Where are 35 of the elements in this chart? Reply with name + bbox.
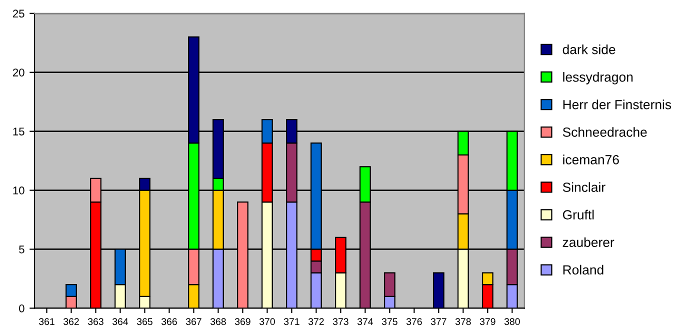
x-tick-label: 371 (284, 318, 300, 326)
x-tick-label: 375 (382, 318, 398, 326)
x-tick-label: 362 (64, 318, 79, 326)
x-tick-label: 377 (430, 318, 446, 326)
x-tick-label: 372 (308, 318, 324, 326)
legend-label: lessydragon (563, 72, 633, 84)
legend-label: Schneedrache (562, 127, 647, 137)
y-tick-label: 25 (12, 10, 24, 18)
legend-label: Roland (563, 264, 604, 275)
y-tick-label: 15 (13, 128, 24, 136)
x-tick-label: 376 (406, 318, 422, 326)
x-tick-label: 367 (186, 318, 202, 326)
x-tick-label: 364 (112, 318, 128, 326)
legend-label: zauberer (562, 237, 614, 248)
x-tick-label: 373 (332, 318, 348, 326)
x-tick-label: 380 (504, 318, 520, 326)
x-tick-label: 378 (455, 318, 471, 326)
x-tick-label: 370 (259, 318, 275, 326)
x-tick-label: 363 (88, 318, 104, 326)
y-tick-label: 20 (12, 68, 24, 76)
x-tick-label: 361 (39, 318, 54, 326)
x-tick-label: 369 (234, 318, 250, 326)
x-tick-label: 366 (161, 318, 177, 326)
y-tick-label: 10 (13, 186, 24, 194)
legend-label: Herr der Finsternis (563, 100, 672, 110)
legend-label: dark side (562, 44, 616, 54)
x-tick-label: 365 (136, 318, 152, 326)
x-tick-label: 379 (480, 318, 496, 326)
legend-label: Sinclair (562, 182, 606, 192)
x-tick-label: 368 (210, 318, 226, 326)
legend-label: Gruftl (562, 210, 594, 220)
legend-label: iceman76 (563, 154, 619, 164)
x-tick-label: 374 (357, 318, 374, 326)
y-tick-label: 5 (19, 246, 24, 254)
y-tick-label: 0 (19, 304, 24, 312)
